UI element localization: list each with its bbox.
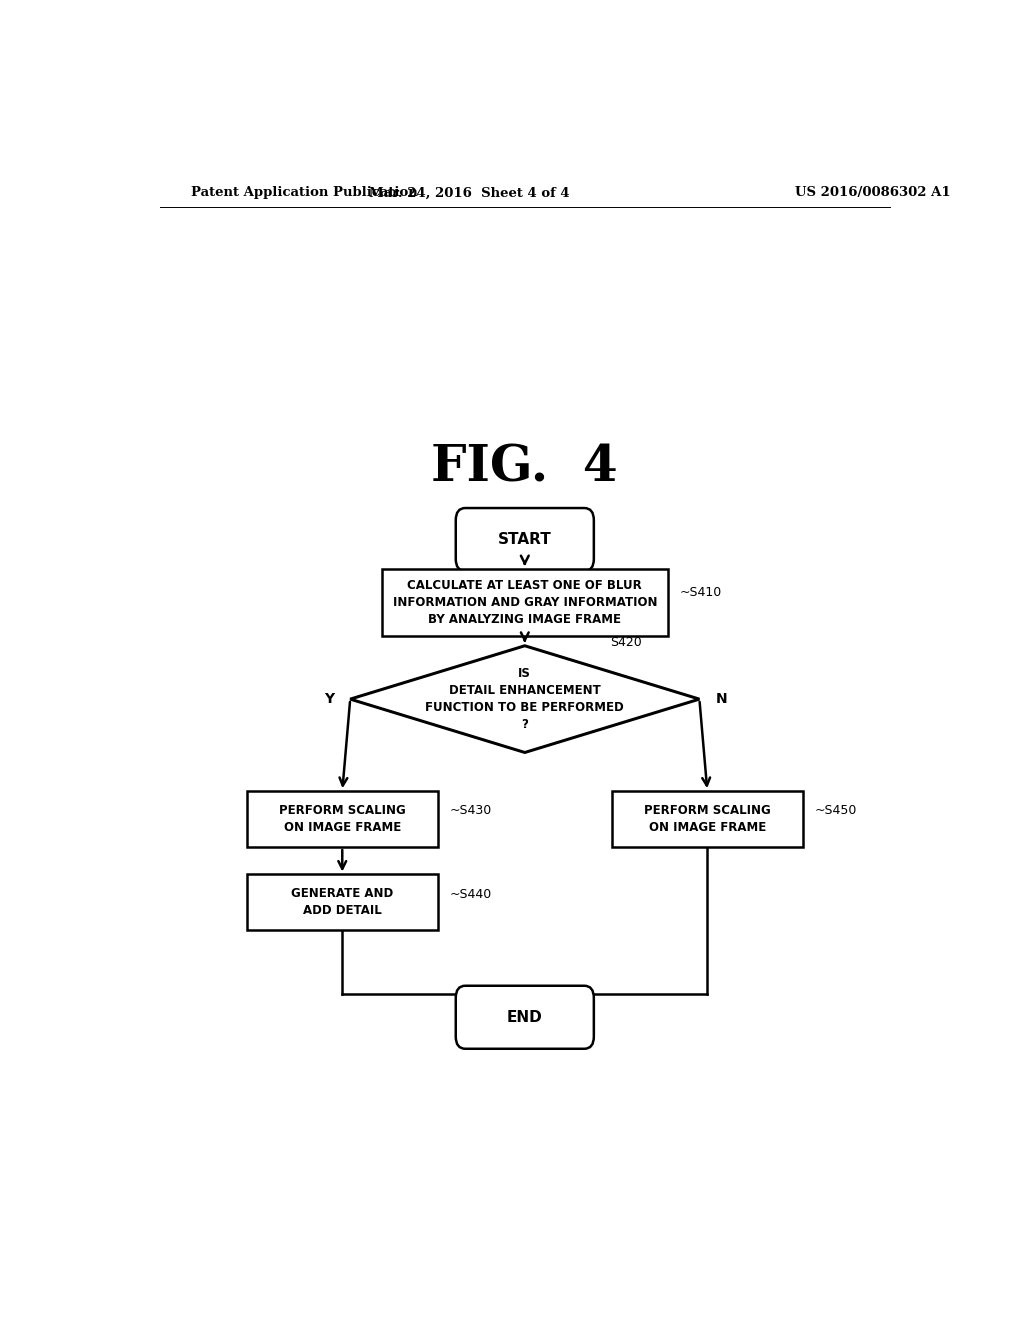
Bar	[247, 791, 437, 847]
Text: START: START	[498, 532, 552, 546]
Bar	[247, 874, 437, 931]
Text: ~S410: ~S410	[680, 586, 722, 599]
Text: ~S450: ~S450	[814, 804, 857, 817]
Text: CALCULATE AT LEAST ONE OF BLUR
INFORMATION AND GRAY INFORMATION
BY ANALYZING IMA: CALCULATE AT LEAST ONE OF BLUR INFORMATI…	[392, 579, 657, 626]
Text: ~S440: ~S440	[450, 888, 492, 900]
Text: FIG.  4: FIG. 4	[431, 444, 618, 492]
Bar	[612, 791, 803, 847]
FancyBboxPatch shape	[456, 986, 594, 1049]
Text: Patent Application Publication: Patent Application Publication	[191, 186, 418, 199]
Polygon shape	[350, 645, 699, 752]
Text: PERFORM SCALING
ON IMAGE FRAME: PERFORM SCALING ON IMAGE FRAME	[279, 804, 406, 834]
Text: N: N	[715, 692, 727, 706]
Text: ~S430: ~S430	[450, 804, 492, 817]
Bar	[382, 569, 668, 636]
Text: Y: Y	[325, 692, 334, 706]
Text: S420: S420	[610, 636, 642, 648]
Text: Mar. 24, 2016  Sheet 4 of 4: Mar. 24, 2016 Sheet 4 of 4	[369, 186, 569, 199]
Text: END: END	[507, 1010, 543, 1024]
Text: PERFORM SCALING
ON IMAGE FRAME: PERFORM SCALING ON IMAGE FRAME	[644, 804, 771, 834]
Text: US 2016/0086302 A1: US 2016/0086302 A1	[795, 186, 950, 199]
FancyBboxPatch shape	[456, 508, 594, 572]
Text: IS
DETAIL ENHANCEMENT
FUNCTION TO BE PERFORMED
?: IS DETAIL ENHANCEMENT FUNCTION TO BE PER…	[425, 667, 625, 731]
Text: GENERATE AND
ADD DETAIL: GENERATE AND ADD DETAIL	[291, 887, 393, 917]
